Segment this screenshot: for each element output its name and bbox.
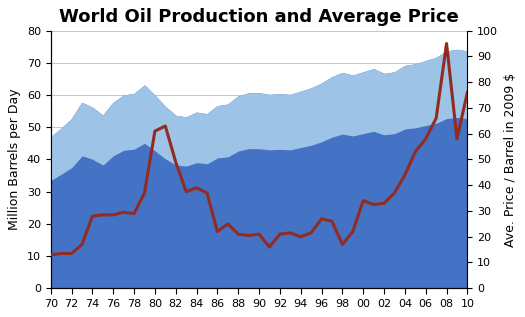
Y-axis label: Million Barrels per Day: Million Barrels per Day <box>8 89 22 230</box>
Title: World Oil Production and Average Price: World Oil Production and Average Price <box>59 8 459 26</box>
Y-axis label: Ave. Price / Barrel in 2009 $: Ave. Price / Barrel in 2009 $ <box>503 72 517 247</box>
